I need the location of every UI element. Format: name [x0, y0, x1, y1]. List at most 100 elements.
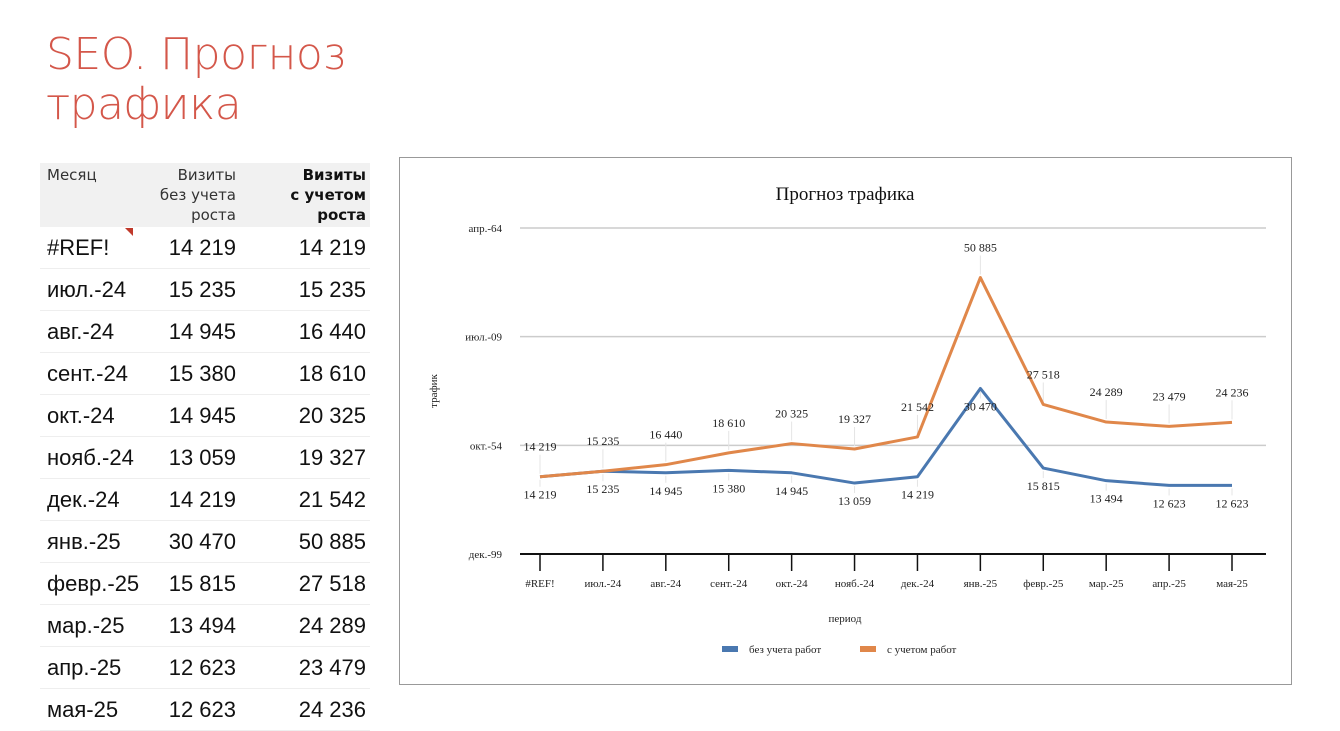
data-label: 12 623 [1153, 496, 1186, 510]
data-label: 15 235 [586, 482, 619, 496]
cell-visits-base: 13 494 [168, 612, 236, 638]
table-row: нояб.-24 13 059 19 327 [40, 437, 370, 479]
cell-visits-base: 15 235 [168, 276, 236, 302]
data-label: 14 945 [649, 484, 682, 498]
data-label: 13 494 [1090, 492, 1123, 506]
cell-visits-base: 15 380 [168, 360, 236, 386]
x-tick-label: апр.-25 [1152, 578, 1186, 590]
cell-visits-growth: 14 219 [298, 234, 366, 260]
series-line-1 [539, 276, 1233, 479]
cell-visits-base: 12 623 [168, 654, 236, 680]
legend-label: с учетом работ [887, 644, 957, 656]
cell-visits-growth: 19 327 [298, 444, 366, 470]
cell-month: нояб.-24 [47, 444, 134, 470]
cell-visits-growth: 24 289 [298, 612, 366, 638]
header-visits-growth: Визиты с учетом роста [240, 163, 370, 227]
page-title: SEO. Прогноз трафика [46, 29, 346, 130]
table-row: янв.-25 30 470 50 885 [40, 521, 370, 563]
data-label: 19 327 [838, 412, 871, 426]
cell-visits-base: 12 623 [168, 696, 236, 722]
cell-month: мая-25 [47, 696, 119, 722]
table-row: июл.-24 15 235 15 235 [40, 269, 370, 311]
table-row: окт.-24 14 945 20 325 [40, 395, 370, 437]
cell-visits-growth: 15 235 [298, 276, 366, 302]
x-tick-label: дек.-24 [901, 578, 935, 590]
data-label: 24 289 [1090, 385, 1123, 399]
x-tick-label: авг.-24 [650, 578, 681, 590]
cell-month: дек.-24 [47, 486, 120, 512]
x-tick-label: нояб.-24 [835, 578, 875, 590]
cell-visits-base: 30 470 [168, 528, 236, 554]
table-row: апр.-25 12 623 23 479 [40, 647, 370, 689]
table-row: авг.-24 14 945 16 440 [40, 311, 370, 353]
cell-visits-base: 14 219 [168, 234, 236, 260]
legend-swatch [722, 646, 738, 652]
cell-visits-base: 13 059 [168, 444, 236, 470]
data-label: 30 470 [964, 399, 997, 413]
y-tick-label: дек.-99 [469, 549, 503, 561]
data-label: 20 325 [775, 407, 808, 421]
cell-month: сент.-24 [47, 360, 128, 386]
cell-month: янв.-25 [47, 528, 121, 554]
data-label: 15 380 [712, 481, 745, 495]
table-row: дек.-24 14 219 21 542 [40, 479, 370, 521]
x-tick-label: сент.-24 [710, 578, 748, 590]
cell-month: февр.-25 [47, 570, 140, 596]
header-line: с учетом [290, 186, 366, 204]
cell-month: #REF! [47, 234, 110, 260]
data-label: 12 623 [1216, 496, 1249, 510]
header-line: без учета [159, 186, 236, 204]
x-tick-label: мар.-25 [1089, 578, 1124, 590]
cell-visits-base: 14 945 [168, 402, 236, 428]
x-tick-label: мая-25 [1216, 578, 1248, 590]
data-label: 14 219 [524, 488, 557, 502]
header-line: Визиты [302, 166, 366, 184]
chart-svg: Прогноз трафика дек.-99 окт.-54 июл.-09 апр.… [428, 184, 1266, 656]
cell-month: мар.-25 [47, 612, 125, 638]
cell-visits-growth: 24 236 [298, 696, 366, 722]
data-label: 15 815 [1027, 479, 1060, 493]
x-tick-label: окт.-24 [776, 578, 809, 590]
header-month: Месяц [47, 166, 97, 184]
x-tick-label: янв.-25 [964, 578, 998, 590]
data-label: 50 885 [964, 241, 997, 255]
x-axis-label: период [829, 613, 862, 625]
table-row: #REF! 14 219 14 219 [40, 227, 370, 269]
cell-visits-growth: 23 479 [298, 654, 366, 680]
x-tick-label: июл.-24 [585, 578, 622, 590]
cell-visits-growth: 18 610 [298, 360, 366, 386]
table-row: мар.-25 13 494 24 289 [40, 605, 370, 647]
data-label: 21 542 [901, 400, 934, 414]
data-label: 16 440 [649, 428, 682, 442]
table-row: мая-25 12 623 24 236 [40, 689, 370, 731]
y-axis-label: трафик [428, 374, 440, 408]
y-tick-label: июл.-09 [465, 332, 502, 344]
cell-visits-growth: 20 325 [298, 402, 366, 428]
y-tick-label: окт.-54 [470, 440, 503, 452]
data-label: 24 236 [1216, 385, 1249, 399]
data-label: 23 479 [1153, 389, 1186, 403]
series-line-0 [539, 386, 1232, 487]
cell-visits-growth: 16 440 [298, 318, 366, 344]
cell-month: апр.-25 [47, 654, 122, 680]
header-line: Визиты [177, 166, 236, 184]
cell-visits-growth: 50 885 [298, 528, 366, 554]
data-label: 14 219 [901, 488, 934, 502]
data-label: 27 518 [1027, 367, 1060, 381]
header-visits-base: Визиты без учета роста [140, 163, 240, 227]
cell-visits-growth: 21 542 [298, 486, 366, 512]
cell-visits-base: 15 815 [168, 570, 236, 596]
comment-marker-icon[interactable] [125, 228, 133, 236]
chart-title: Прогноз трафика [776, 184, 915, 205]
header-line: роста [191, 206, 236, 224]
traffic-table: Месяц Визиты без учета роста Визиты с учето… [40, 163, 370, 731]
data-label: 13 059 [838, 494, 871, 508]
y-tick-label: апр.-64 [468, 223, 502, 235]
cell-month: авг.-24 [47, 318, 115, 344]
traffic-chart: Прогноз трафика дек.-99 окт.-54 июл.-09 апр.… [399, 157, 1292, 685]
cell-visits-growth: 27 518 [298, 570, 366, 596]
table-row: февр.-25 15 815 27 518 [40, 563, 370, 605]
header-line: роста [317, 206, 366, 224]
x-tick-label: #REF! [525, 578, 554, 590]
table-header: Месяц Визиты без учета роста Визиты с учето… [40, 163, 370, 227]
